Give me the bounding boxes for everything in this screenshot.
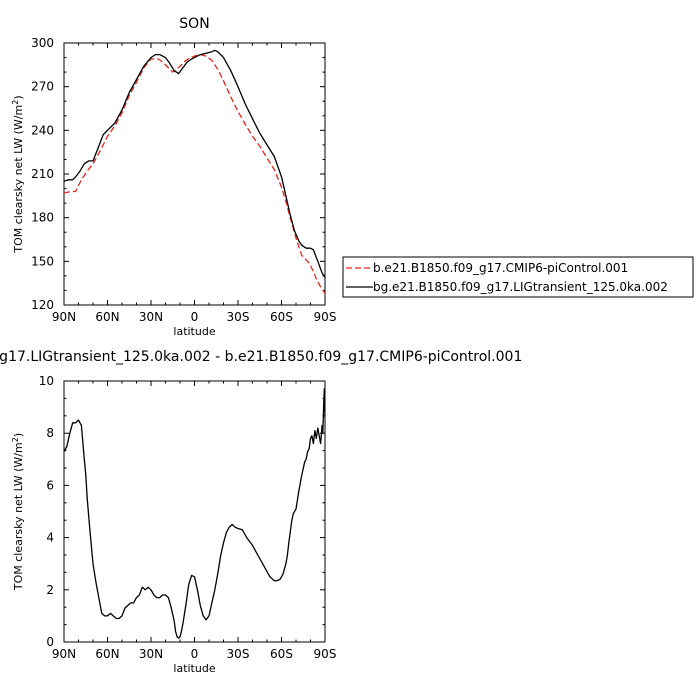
x-tick-label: 60S: [270, 310, 293, 324]
y-axis-label-tail: ): [12, 95, 25, 99]
legend-label: b.e21.B1850.f09_g17.CMIP6-piControl.001: [373, 261, 628, 275]
y-tick-label: 120: [31, 298, 54, 312]
x-tick-label: 0: [191, 310, 199, 324]
y-axis-label-main: TOM clearsky net LW (W/m: [12, 105, 25, 254]
y-tick-label: 210: [31, 167, 54, 181]
chart-title: SON: [179, 16, 209, 32]
y-axis-label-superscript: 2: [11, 100, 20, 105]
x-tick-label: 60S: [270, 647, 293, 661]
x-axis-label: latitude: [173, 662, 215, 675]
y-tick-label: 270: [31, 80, 54, 94]
x-tick-label: 90N: [52, 310, 76, 324]
x-axis-label: latitude: [173, 325, 215, 338]
y-axis-label: TOM clearsky net LW (W/m2): [11, 95, 25, 253]
y-tick-label: 10: [39, 374, 54, 388]
x-tick-label: 90S: [314, 647, 337, 661]
legend-box: [342, 256, 694, 298]
y-tick-label: 0: [46, 635, 54, 649]
control-series-line: [64, 53, 325, 294]
y-tick-label: 240: [31, 123, 54, 137]
plot-frame: [63, 380, 326, 643]
x-tick-label: 90N: [52, 647, 76, 661]
y-tick-label: 300: [31, 36, 54, 50]
x-tick-label: 60N: [95, 310, 119, 324]
y-axis-label-superscript: 2: [11, 437, 20, 442]
top-panel: SON 90N 60N 30N 0 30S 60S 90S 120 150 180 210 240 270…: [11, 16, 694, 338]
legend-label: bg.e21.B1850.f09_g17.LIGtransient_125.0k…: [373, 280, 668, 294]
x-tick-label: 30N: [139, 310, 163, 324]
x-tick-label: 30N: [139, 647, 163, 661]
x-tick-label: 60N: [95, 647, 119, 661]
difference-series-line: [64, 388, 325, 639]
x-tick-label: 0: [191, 647, 199, 661]
x-tick-label: 30S: [227, 310, 250, 324]
x-tick-label: 90S: [314, 310, 337, 324]
plot-frame: [63, 42, 326, 306]
chart-title: bg.e21.B1850.f09_g17.LIGtransient_125.0k…: [0, 349, 522, 365]
y-tick-label: 8: [46, 426, 54, 440]
y-tick-label: 150: [31, 254, 54, 268]
y-tick-label: 2: [46, 583, 54, 597]
x-tick-label: 30S: [227, 647, 250, 661]
y-axis-label-tail: ): [12, 433, 25, 437]
y-axis-label: TOM clearsky net LW (W/m2): [11, 433, 25, 591]
y-axis-label-main: TOM clearsky net LW (W/m: [12, 442, 25, 591]
transient-series-line: [64, 49, 325, 278]
y-tick-label: 180: [31, 211, 54, 225]
y-tick-label: 6: [46, 478, 54, 492]
bottom-panel: bg.e21.B1850.f09_g17.LIGtransient_125.0k…: [0, 349, 522, 675]
y-tick-label: 4: [46, 531, 54, 545]
